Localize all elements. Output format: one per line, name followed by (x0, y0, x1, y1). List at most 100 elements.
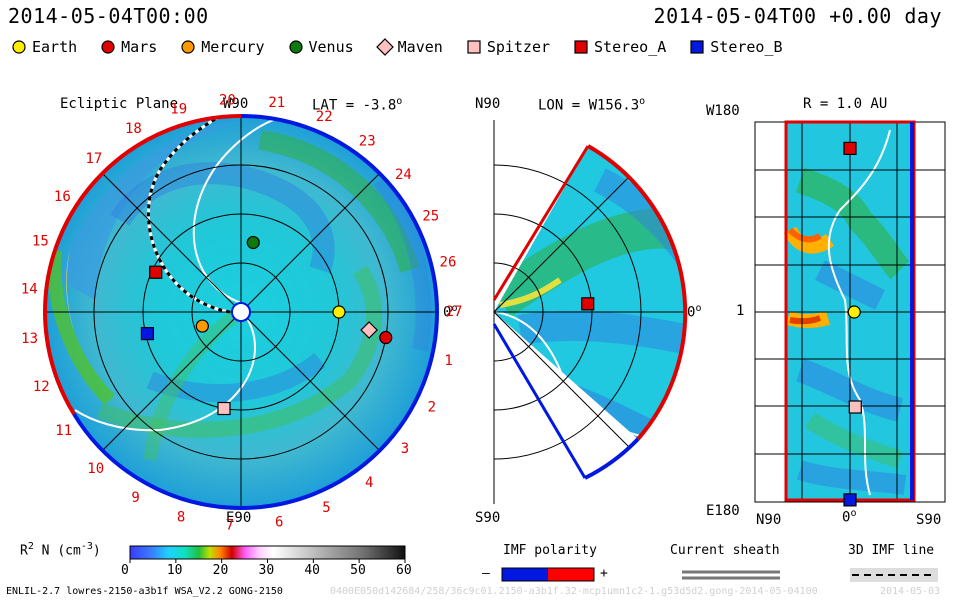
meridional-stereo_a-marker (581, 297, 595, 311)
carrington-label: 19 (170, 101, 187, 117)
legend-label: Maven (397, 38, 443, 56)
radial-x-s90: S90 (916, 512, 942, 528)
radial-x-n90: N90 (756, 512, 782, 528)
meridional-top-label: N90 (475, 96, 501, 112)
meridional-right-label: 0o (687, 303, 702, 321)
radial-spitzer-marker (848, 400, 862, 414)
lat-label: LAT = -3.8o (312, 96, 403, 114)
carrington-label: 8 (177, 509, 185, 525)
carrington-label: 26 (440, 255, 457, 271)
carrington-label: 24 (395, 167, 412, 183)
carrington-label: 22 (316, 109, 333, 125)
carrington-label: 7 (226, 518, 234, 534)
maven-legend-marker (375, 38, 394, 56)
carrington-label: 1 (444, 353, 452, 369)
carrington-label: 17 (86, 151, 103, 167)
colorbar-tick-label: 10 (166, 563, 183, 578)
carrington-label: 16 (54, 189, 71, 205)
legend-item-mercury: Mercury (179, 38, 265, 56)
carrington-label: 5 (322, 500, 330, 516)
legend-item-mars: Mars (99, 38, 157, 56)
ecliptic-stereo_b-marker (140, 327, 155, 341)
earth-legend-marker (12, 40, 26, 54)
legend-label: Earth (32, 38, 78, 56)
legend-label: Stereo_B (710, 38, 783, 56)
carrington-label: 14 (21, 282, 38, 298)
lon-label: LON = W156.3o (538, 96, 646, 114)
carrington-label: 9 (131, 490, 139, 506)
object-markers (140, 141, 862, 507)
imf-polarity-title: IMF polarity (503, 543, 597, 558)
carrington-label: 20 (219, 92, 236, 108)
radial-stereo_a-marker (843, 141, 857, 155)
object-legend: Earth Mars Mercury Venus Maven Spitzer Stereo_… (10, 38, 805, 56)
colorbar-ticks (129, 559, 406, 563)
legend-label: Mars (121, 38, 158, 56)
colorbar (129, 545, 406, 560)
carrington-label: 25 (422, 208, 439, 224)
ecliptic-top-label: W90 (223, 96, 249, 112)
ecliptic-spitzer-marker (217, 401, 231, 416)
meridional-plot (492, 120, 688, 504)
legend-label: Mercury (201, 38, 265, 56)
simulation-time: 2014-05-04T00:00 (8, 4, 209, 28)
legend-item-spitzer: Spitzer (465, 38, 550, 56)
carrington-label: 27 (446, 304, 463, 320)
mars-legend-marker (101, 40, 115, 54)
imf-negative-bar (502, 568, 548, 581)
colorbar-tick-label: 0 (121, 563, 129, 578)
ecliptic-bottom-label: E90 (226, 510, 252, 526)
carrington-label: 4 (365, 475, 373, 491)
spitzer-legend-marker (467, 40, 481, 54)
carrington-label: 18 (125, 121, 142, 137)
ecliptic-mercury-marker (195, 319, 209, 333)
carrington-label: 21 (268, 95, 285, 111)
current-sheath-title: Current sheath (670, 543, 780, 558)
legend-item-venus: Venus (287, 38, 354, 56)
legend-label: Stereo_A (594, 38, 667, 56)
legend-item-stereo_b: Stereo_B (688, 38, 783, 56)
legend-item-stereo_a: Stereo_A (572, 38, 666, 56)
meridional-bottom-label: S90 (475, 510, 501, 526)
imf-plus-label: + (600, 566, 608, 581)
ecliptic-stereo_a-marker (149, 265, 163, 279)
radial-bottom-left: E180 (706, 503, 740, 519)
radial-mid-left: 1 (736, 303, 745, 319)
footer-date: 2014-05-03 (880, 586, 941, 597)
run-watermark: 0400E050d142684/258/36c9c01.2150-a3b1f.3… (330, 586, 818, 597)
radial-stereo_b-marker (843, 493, 857, 507)
radial-plot (754, 120, 946, 503)
colorbar-tick-label: 50 (350, 563, 366, 578)
ecliptic-maven-marker (360, 321, 378, 339)
carrington-label: 3 (401, 441, 409, 457)
carrington-label: 2 (428, 399, 436, 415)
imf-minus-label: – (482, 566, 490, 581)
colorbar-tick-label: 30 (258, 563, 275, 578)
colorbar-tick-label: 60 (396, 563, 412, 578)
legend-label: Venus (308, 38, 354, 56)
ecliptic-mars-marker (379, 330, 393, 345)
stereo_b-legend-marker (690, 40, 704, 54)
ecliptic-right-label: 0o (443, 303, 458, 321)
ecliptic-venus-marker (246, 235, 260, 250)
model-info: ENLIL-2.7 lowres-2150-a3b1f WSA_V2.2 GON… (6, 586, 283, 597)
radial-top-left: W180 (706, 103, 740, 119)
ecliptic-earth-marker (332, 305, 346, 319)
radial-earth-marker (847, 305, 861, 319)
carrington-label: 11 (55, 423, 72, 439)
carrington-label: 13 (21, 331, 38, 347)
colorbar-tick-label: 20 (212, 563, 229, 578)
legend-item-earth: Earth (10, 38, 77, 56)
radial-title: R = 1.0 AU (803, 96, 888, 112)
carrington-label: 10 (87, 461, 104, 477)
legend-label: Spitzer (486, 38, 551, 56)
radial-x-zero: 0o (842, 508, 857, 526)
carrington-label: 23 (359, 133, 376, 149)
colorbar-label: R2 N (cm-3) (20, 541, 101, 559)
carrington-label: 15 (32, 233, 49, 249)
imf-positive-bar (548, 568, 594, 581)
carrington-label: 12 (33, 379, 50, 395)
mercury-legend-marker (181, 40, 195, 54)
